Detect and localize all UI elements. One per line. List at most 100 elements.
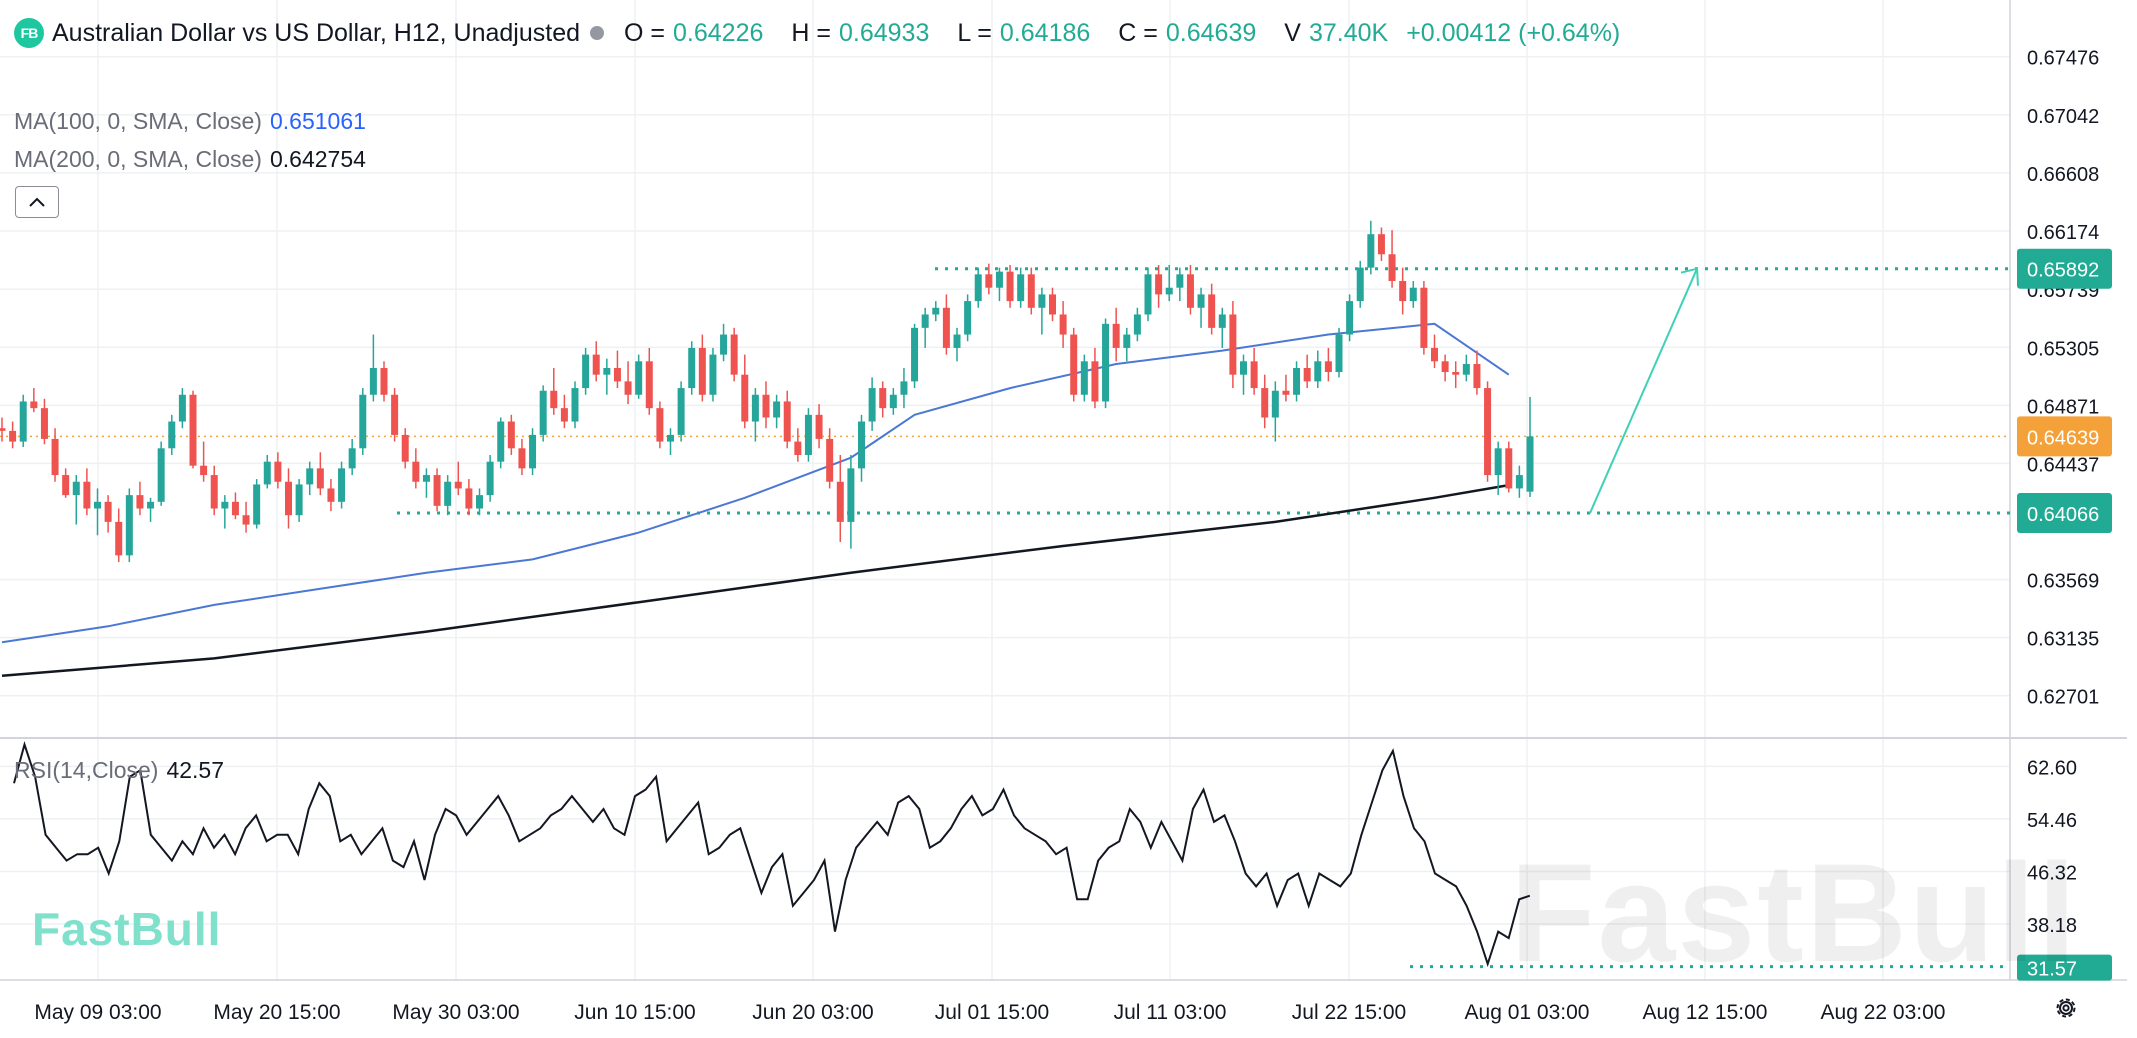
chart-header: FB Australian Dollar vs US Dollar, H12, … [14, 18, 1648, 48]
candle-body [783, 401, 791, 442]
candle [921, 307, 929, 348]
candle [804, 408, 812, 462]
candle-body [231, 501, 239, 516]
ma100-legend[interactable]: MA(100, 0, SMA, Close) 0.651061 [14, 108, 366, 135]
candle [932, 301, 940, 322]
candle [1176, 267, 1184, 302]
candle-body [1102, 323, 1110, 402]
candle [178, 388, 186, 429]
collapse-legend-button[interactable] [15, 186, 59, 218]
ma100-label: MA(100, 0, SMA, Close) [14, 108, 262, 134]
candle [1505, 441, 1513, 493]
price-badge-resistance: 0.65892 [2017, 248, 2112, 289]
ma200-legend[interactable]: MA(200, 0, SMA, Close) 0.642754 [14, 146, 366, 173]
fastbull-logo-icon: FB [14, 18, 44, 48]
candle [974, 267, 982, 308]
candle-body [157, 448, 165, 502]
candle [1049, 287, 1056, 322]
candle [253, 479, 261, 529]
candle [592, 341, 600, 382]
market-status-icon [590, 26, 605, 40]
candle [1356, 260, 1364, 308]
fastbull-brand-logo: FastBull [32, 903, 222, 955]
ma200-value: 0.642754 [269, 146, 366, 172]
candle [9, 421, 17, 449]
candle-body [1473, 363, 1481, 389]
candle [486, 454, 494, 502]
candle-body [1250, 361, 1258, 389]
candle-body [698, 347, 706, 395]
candle [104, 495, 112, 533]
candle [826, 428, 834, 489]
candle [369, 334, 377, 402]
price-badge-support: 0.64066 [2017, 493, 2112, 534]
candle-body [369, 368, 377, 395]
candle [1144, 267, 1152, 322]
candle-body [348, 448, 356, 469]
candle [1080, 354, 1088, 402]
close-value: 0.64639 [1165, 18, 1257, 47]
price-tick-label: 0.62701 [2027, 687, 2099, 709]
candle [1377, 227, 1385, 261]
candle-body [178, 394, 186, 422]
candle [147, 497, 155, 522]
candle [879, 381, 887, 418]
candle [794, 428, 802, 462]
candle [1494, 441, 1502, 496]
candle [858, 414, 865, 482]
candle-body [19, 401, 27, 442]
candle-body [62, 475, 70, 496]
candle [433, 468, 441, 512]
candle [1293, 361, 1301, 402]
candle [645, 347, 653, 415]
candle-body [815, 414, 823, 439]
candle-body [1367, 234, 1375, 268]
candle [1123, 327, 1131, 362]
candle-body [889, 394, 897, 409]
candle [762, 381, 770, 429]
time-tick-label: Aug 01 03:00 [1465, 1001, 1590, 1024]
candle [1271, 381, 1279, 442]
candle [1399, 267, 1407, 315]
candle-body [624, 381, 632, 395]
candle [720, 323, 728, 362]
candle-body [921, 314, 929, 328]
candle-body [868, 388, 876, 422]
candle [200, 441, 208, 482]
candle [667, 428, 674, 455]
candle-body [1218, 314, 1226, 328]
rsi-legend[interactable]: RSI(14,Close) 42.57 [14, 757, 224, 784]
candle [1441, 354, 1449, 382]
candle-body [1027, 274, 1035, 308]
candle [1388, 230, 1396, 288]
candle-body [677, 388, 685, 435]
time-tick-label: Jun 20 03:00 [752, 1001, 873, 1024]
candle-body [465, 488, 473, 509]
candle-body [422, 475, 430, 482]
candle [348, 438, 356, 476]
price-tick-label: 0.63135 [2027, 629, 2099, 651]
candle [274, 452, 282, 489]
candle [380, 361, 388, 402]
rsi-badge-label: 31.57 [2027, 959, 2077, 981]
gear-icon[interactable] [2052, 994, 2080, 1022]
candle-body [1112, 323, 1120, 348]
candle-body [125, 495, 133, 556]
candle-body [486, 461, 494, 496]
candle-body [1515, 475, 1523, 489]
rsi-tick-label: 46.32 [2027, 862, 2077, 884]
candle [1229, 301, 1237, 389]
candle-body [603, 368, 611, 375]
candle [1462, 354, 1470, 382]
candle-body [401, 434, 409, 462]
candle-body [858, 421, 865, 469]
candle-body [295, 484, 303, 516]
candle [497, 417, 505, 469]
ma200-label: MA(200, 0, SMA, Close) [14, 146, 262, 172]
candle [964, 294, 972, 342]
candle [815, 404, 823, 449]
candle-body [285, 481, 292, 516]
price-tick-label: 0.66174 [2027, 222, 2099, 244]
candle [730, 327, 738, 382]
